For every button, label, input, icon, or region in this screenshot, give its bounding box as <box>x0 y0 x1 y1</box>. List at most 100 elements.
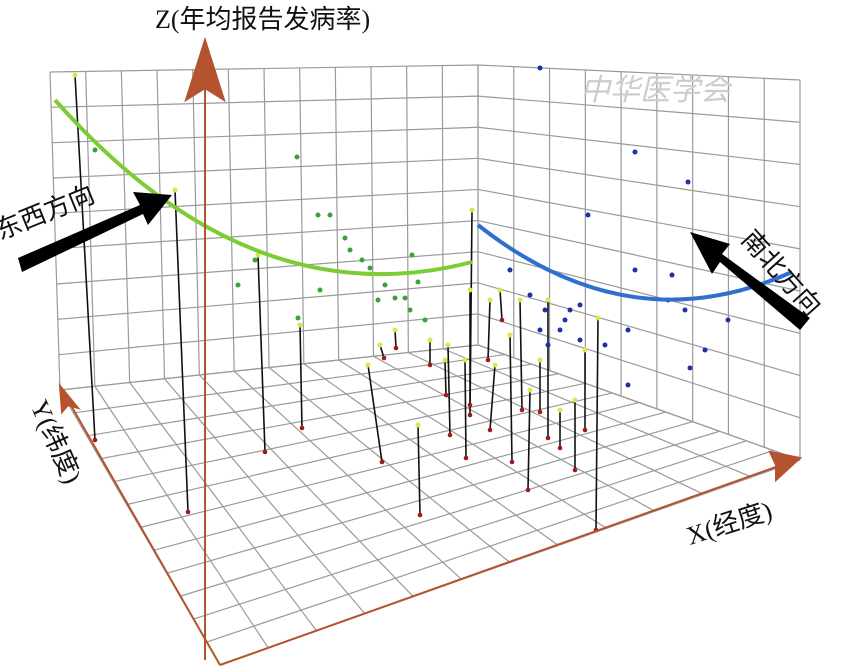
stick <box>595 317 599 531</box>
east-west-trend <box>53 98 473 277</box>
stick <box>257 254 266 453</box>
stick <box>417 424 421 516</box>
blue-point <box>687 365 693 371</box>
green-point <box>317 287 323 293</box>
floor-dot <box>443 392 449 398</box>
watermark: 中华医学会 <box>580 74 733 107</box>
floor-dot <box>557 445 563 451</box>
stick <box>174 189 189 513</box>
grid-line <box>299 67 305 364</box>
floor-dot <box>299 425 305 431</box>
top-dot <box>527 387 533 393</box>
grid-line <box>406 66 409 353</box>
floor-dot <box>467 402 473 408</box>
top-dot <box>497 287 503 293</box>
stick <box>489 364 496 431</box>
top-dot <box>545 297 551 303</box>
floor-dot <box>381 355 387 361</box>
stick <box>74 74 96 441</box>
grid-line <box>56 251 479 285</box>
top-dot <box>467 287 473 293</box>
floor-dot <box>447 432 453 438</box>
top-dot <box>537 357 543 363</box>
x-axis <box>219 461 791 666</box>
green-point <box>359 257 365 263</box>
top-dot <box>445 342 451 348</box>
green-point <box>375 297 381 303</box>
grid-line <box>477 188 801 250</box>
blue-point <box>577 337 583 343</box>
z-arrow <box>184 36 226 103</box>
top-dot <box>427 337 433 343</box>
top-dot <box>582 347 588 353</box>
north-south-arrow <box>690 232 810 330</box>
blue-point <box>577 302 583 308</box>
floor-dot <box>379 459 385 465</box>
blue-point <box>537 327 543 333</box>
green-point <box>342 235 348 241</box>
grid-line <box>477 64 801 81</box>
floor-dot <box>262 449 268 455</box>
grid-line <box>206 449 774 643</box>
blue-point <box>632 149 638 155</box>
blue-point <box>537 65 543 71</box>
top-dot <box>507 332 513 338</box>
top-dot <box>595 315 601 321</box>
blue-point <box>557 327 563 333</box>
blue-point <box>669 272 675 278</box>
y-label: Y(纬度) <box>25 396 87 488</box>
grid-line <box>120 70 131 383</box>
floor-dot <box>537 409 543 415</box>
grid-line <box>153 411 666 551</box>
stick <box>444 359 447 396</box>
stick <box>464 359 467 459</box>
grid-line <box>334 67 340 361</box>
grid-line <box>58 313 479 356</box>
y-arrow <box>58 382 81 415</box>
green-point <box>92 147 98 153</box>
blue-point <box>507 267 513 273</box>
floor-dot <box>509 459 515 465</box>
top-dot <box>297 322 303 328</box>
marks <box>72 65 731 533</box>
grid-line <box>57 282 479 320</box>
green-point <box>367 265 373 271</box>
grid-line <box>193 440 747 620</box>
grid-line <box>179 430 720 597</box>
blue-point <box>685 179 691 185</box>
blue-point <box>562 317 568 323</box>
top-dot <box>255 252 261 258</box>
axes <box>58 36 803 666</box>
grid-line <box>370 66 375 357</box>
z-label: Z(年均报告发病率) <box>155 5 370 34</box>
top-dot <box>517 297 523 303</box>
grid-line <box>51 95 479 108</box>
grid-line <box>55 219 479 250</box>
blue-point <box>702 347 708 353</box>
top-dot <box>572 397 578 403</box>
stick <box>499 289 503 321</box>
green-point <box>252 257 258 263</box>
green-point <box>295 315 301 321</box>
grid-line <box>49 71 61 391</box>
top-dot <box>557 407 563 413</box>
top-dot <box>469 207 475 213</box>
top-dot <box>442 357 448 363</box>
green-point <box>422 317 428 323</box>
stick <box>394 329 397 349</box>
x-label: X(经度) <box>683 496 776 551</box>
grid-line <box>113 382 586 483</box>
green-point <box>402 295 408 301</box>
stick <box>509 334 513 463</box>
grid-line <box>477 282 801 377</box>
grid-line <box>99 373 559 460</box>
stick <box>447 344 451 436</box>
blue-point <box>602 342 608 348</box>
blue-point <box>632 267 638 273</box>
blue-point <box>545 342 551 348</box>
top-dot <box>492 362 498 368</box>
green-point <box>415 279 421 285</box>
blue-point <box>725 317 731 323</box>
floor-dot <box>487 427 493 433</box>
